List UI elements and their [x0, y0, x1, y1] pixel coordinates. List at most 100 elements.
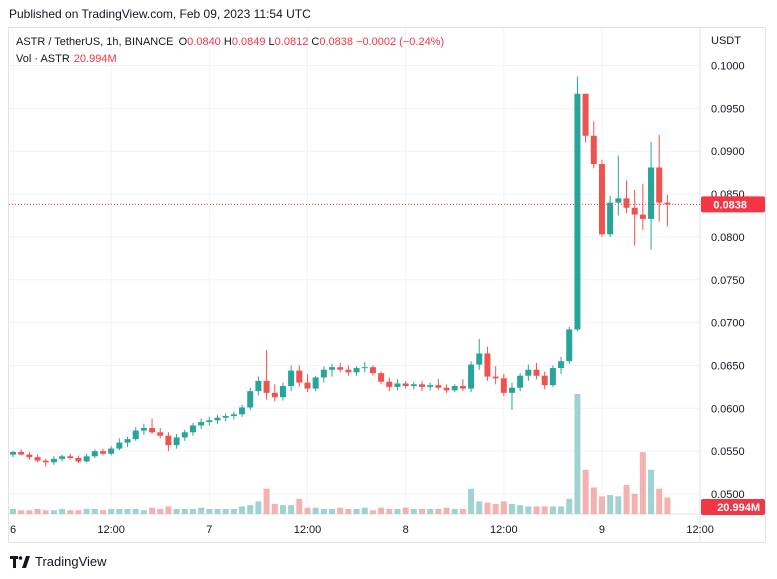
time-tick-label: 9 [599, 524, 605, 536]
volume-bar [410, 508, 417, 514]
low-value: 0.0812 [274, 36, 309, 48]
candle [279, 382, 286, 401]
candle-body [50, 458, 57, 463]
candle-body [394, 383, 401, 387]
symbol-label[interactable]: ASTR / TetherUS, 1h, BINANCE [16, 36, 174, 48]
candle-body [435, 385, 442, 388]
candle-body [361, 367, 368, 369]
candle [165, 432, 172, 452]
candle [239, 404, 246, 417]
volume-bar [664, 497, 671, 514]
candle-body [590, 135, 597, 165]
candle [378, 371, 385, 385]
volume-bar [435, 508, 442, 514]
candle [263, 350, 270, 400]
volume-bar [508, 503, 515, 514]
candle [116, 438, 123, 451]
price-tick-label: 0.0750 [711, 275, 745, 287]
candle-body [279, 386, 286, 398]
candle [124, 436, 131, 447]
candle-body [410, 384, 417, 387]
price-candles [10, 76, 671, 467]
time-tick-label: 12:00 [490, 524, 518, 536]
volume-bar [337, 507, 344, 514]
volume-tag-label: 20.994M [717, 502, 760, 514]
volume-bar [296, 498, 303, 514]
candle-body [255, 380, 262, 392]
candle [83, 453, 90, 463]
volume-bar [631, 493, 638, 514]
candle-body [566, 329, 573, 362]
candle-body [263, 380, 270, 393]
volume-bar [623, 484, 630, 514]
close-value: 0.0838 [319, 36, 353, 48]
candle [304, 374, 311, 393]
candle-body [492, 376, 499, 379]
price-tick-label: 0.1000 [711, 61, 745, 73]
candle-body [157, 432, 164, 436]
last-price-tag-label: 0.0838 [713, 199, 747, 211]
candle [533, 362, 540, 380]
candle-body [75, 458, 82, 462]
candle-body [500, 378, 507, 393]
candle [468, 361, 475, 393]
volume-bar [500, 501, 507, 514]
candle-body [419, 384, 425, 387]
volume-bar [189, 508, 196, 514]
grid-lines [9, 28, 701, 543]
candle-body [34, 457, 41, 461]
chart-frame[interactable] [8, 27, 766, 543]
price-tick-label: 0.0700 [711, 318, 745, 330]
candle [59, 454, 66, 462]
candle-body [451, 386, 458, 391]
candle-body [91, 451, 98, 457]
volume-label[interactable]: Vol · ASTR [16, 53, 70, 65]
volume-bar [443, 507, 450, 514]
candle [419, 380, 425, 392]
candle [157, 428, 164, 439]
candle-body [288, 370, 295, 387]
volume-bar [549, 506, 556, 514]
volume-bar [476, 501, 483, 514]
volume-bar [419, 508, 425, 514]
volume-bar [230, 508, 237, 514]
volume-bar [574, 394, 581, 514]
candle [132, 427, 139, 441]
candle [337, 362, 344, 373]
candle [574, 76, 581, 332]
candle-body [329, 367, 336, 370]
candle-body [10, 452, 16, 455]
candle-body [222, 416, 229, 418]
volume-bar [492, 503, 499, 514]
volume-bar [558, 506, 565, 514]
candle-body [124, 439, 131, 443]
volume-bar [214, 508, 221, 514]
candle [206, 416, 213, 426]
volume-bar [361, 507, 368, 514]
volume-bar [116, 508, 123, 514]
tradingview-footer: TradingView [10, 554, 107, 569]
candle-body [345, 369, 352, 373]
volume-tag [701, 499, 765, 515]
volume-bar [386, 508, 393, 514]
candle-body [18, 452, 25, 455]
price-tick-label: 0.0800 [711, 232, 745, 244]
candle [67, 453, 74, 460]
candle [247, 387, 254, 411]
candle-body [508, 387, 515, 393]
candle-body [230, 414, 237, 417]
candle [607, 195, 614, 237]
volume-bar [312, 507, 319, 514]
volume-bar [18, 510, 25, 514]
candle-body [198, 422, 205, 426]
candle [443, 384, 450, 393]
candle-body [443, 387, 450, 391]
candle [615, 155, 622, 216]
volume-bars [10, 394, 671, 514]
volume-bar [459, 508, 466, 514]
volume-bar [288, 505, 295, 514]
candle [173, 434, 180, 449]
candle [492, 366, 499, 385]
currency-label[interactable]: USDT [711, 35, 741, 47]
